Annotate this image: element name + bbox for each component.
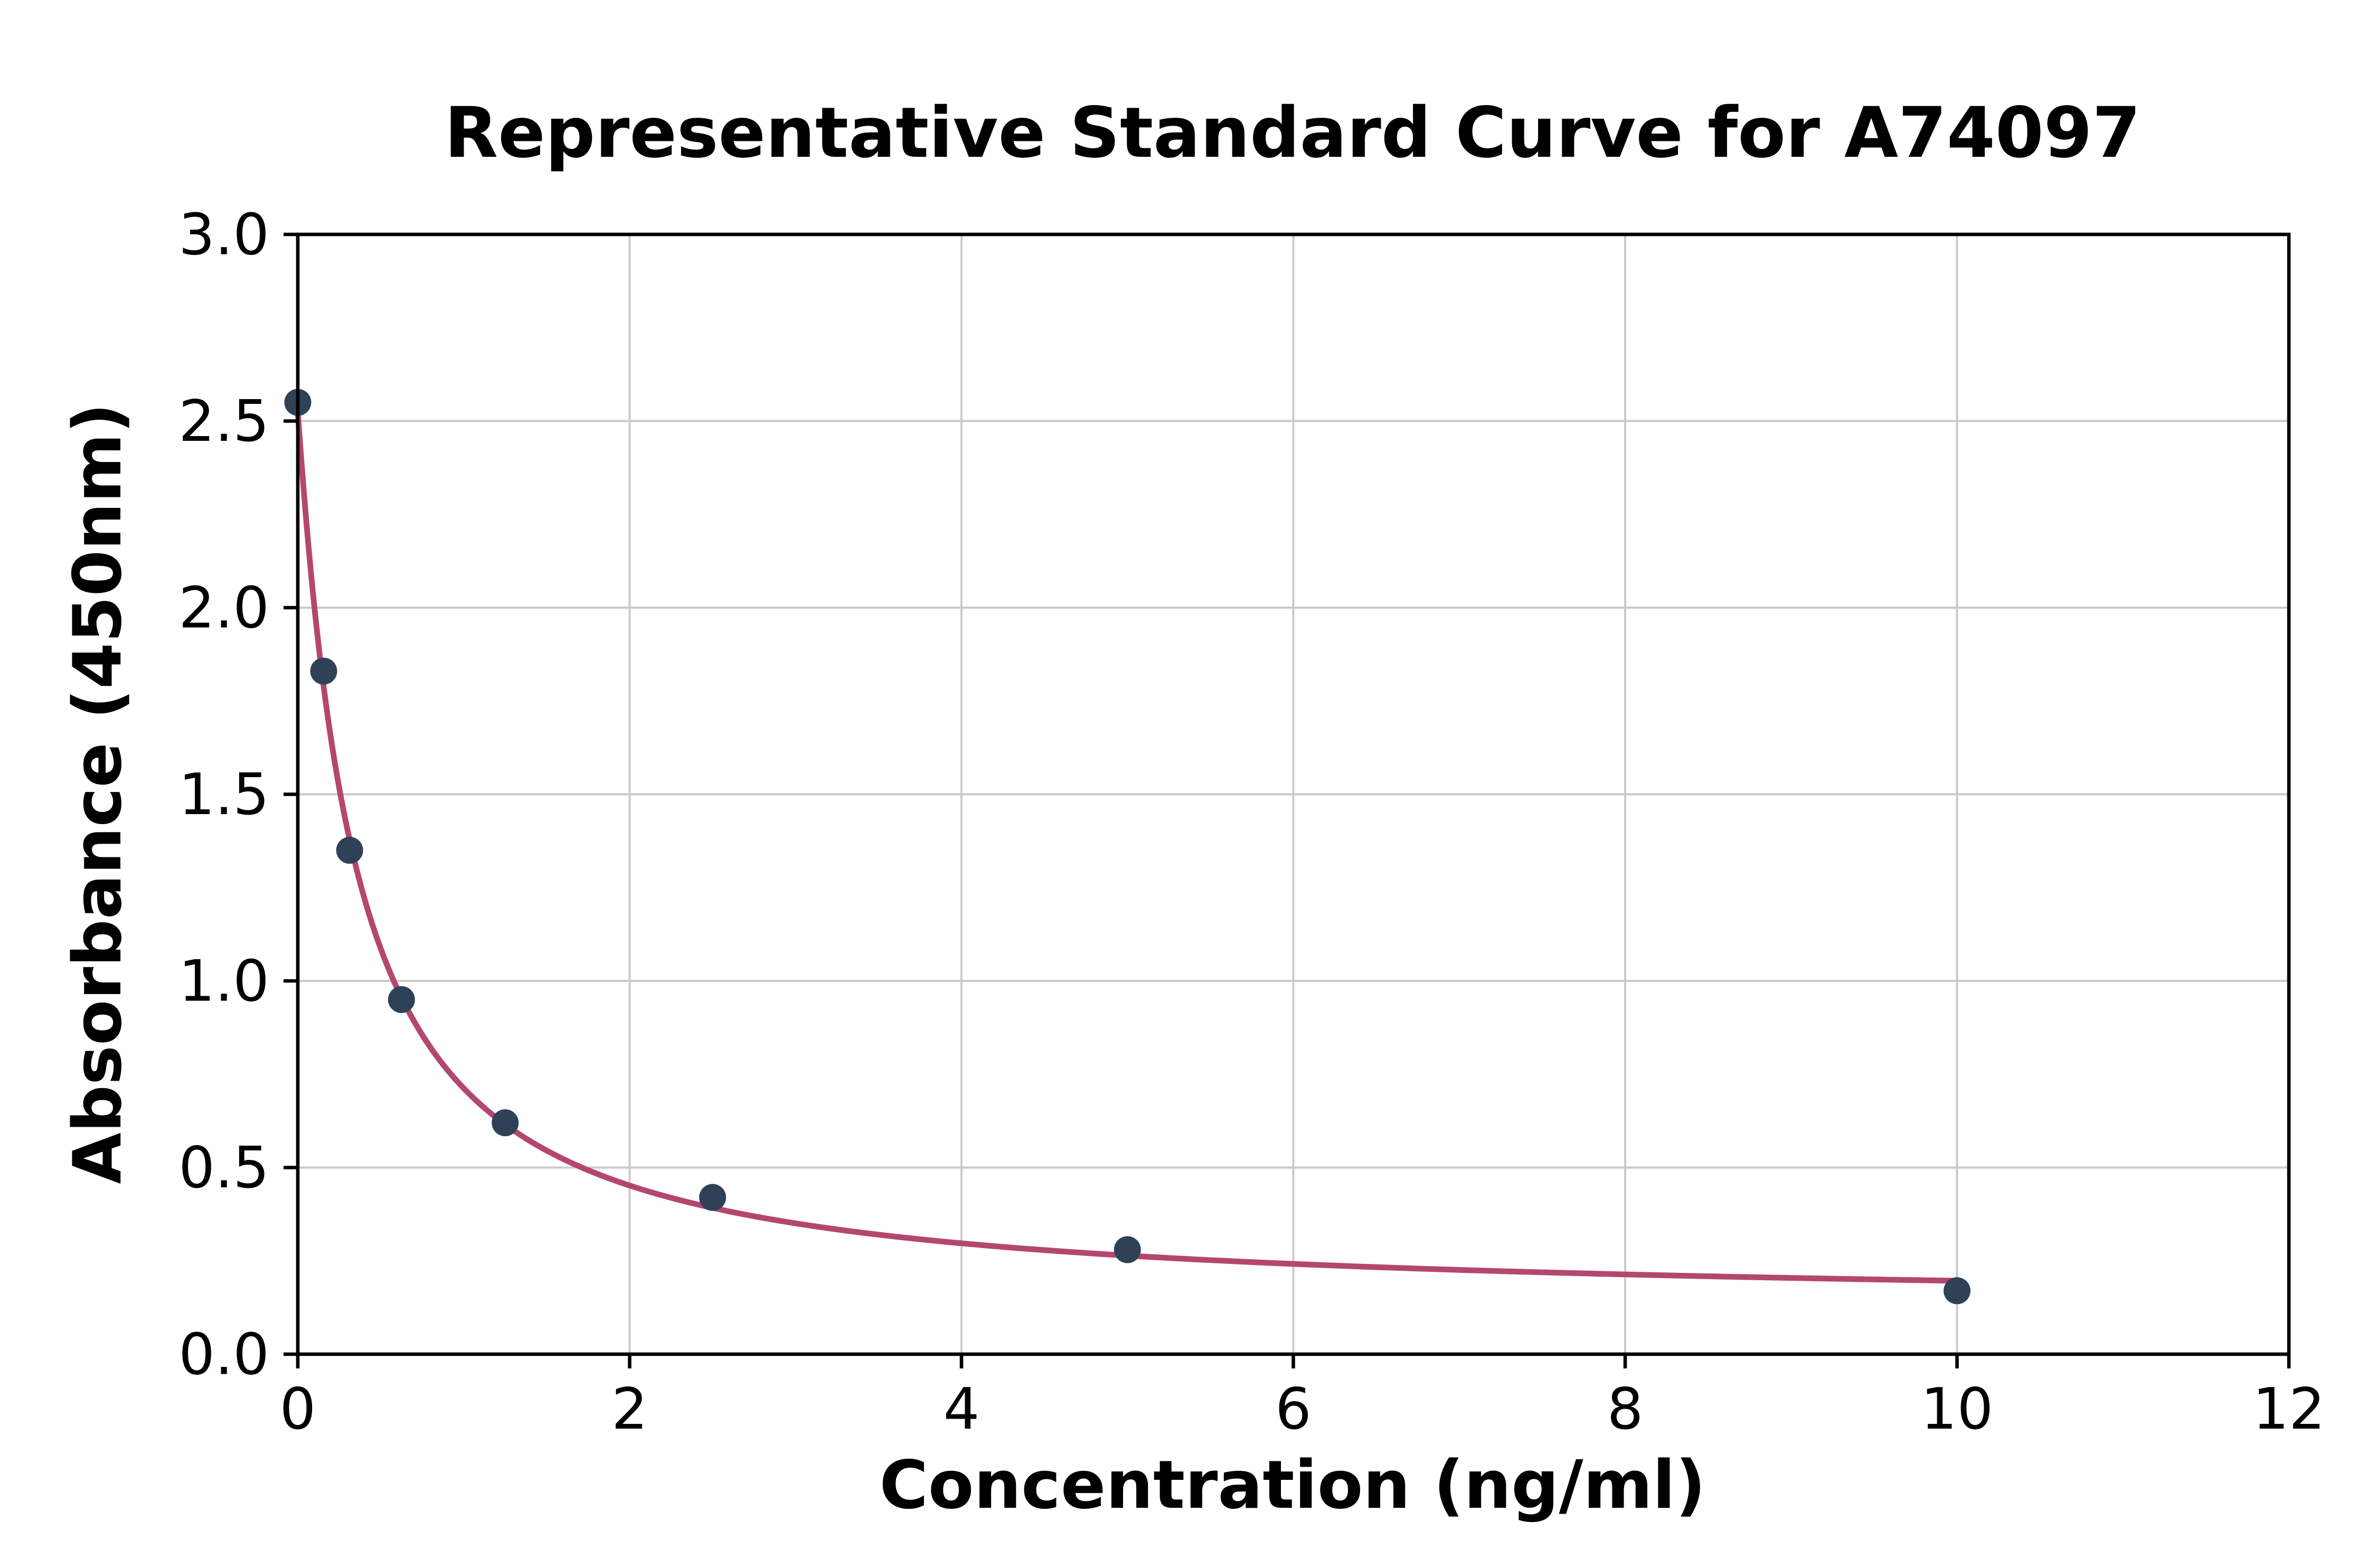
x-tick-label: 12 <box>2252 1376 2325 1442</box>
x-tick-label: 6 <box>1275 1376 1312 1442</box>
data-points <box>284 389 1970 1305</box>
y-tick-label: 0.5 <box>178 1135 269 1201</box>
gridlines <box>297 233 2290 1355</box>
y-tick-label: 3.0 <box>178 202 269 268</box>
x-axis-label: Concentration (ng/ml) <box>879 1446 1705 1524</box>
axis-ticks <box>284 232 2291 1368</box>
x-tick-label: 8 <box>1607 1376 1644 1442</box>
fit-curve <box>295 410 1960 1284</box>
y-axis-label: Absorbance (450nm) <box>59 403 136 1184</box>
y-tick-label: 1.5 <box>178 762 269 828</box>
y-tick-label: 2.0 <box>178 575 269 641</box>
y-tick-label: 0.0 <box>178 1322 269 1388</box>
y-tick-label: 1.0 <box>178 949 269 1015</box>
y-tick-label: 2.5 <box>178 389 269 455</box>
x-tick-labels: 0 2 4 6 8 10 12 <box>280 1376 2325 1442</box>
y-tick-labels: 0.0 0.5 1.0 1.5 2.0 2.5 3.0 <box>178 202 269 1388</box>
x-tick-label: 4 <box>944 1376 980 1442</box>
x-tick-label: 10 <box>1921 1376 1993 1442</box>
x-tick-label: 2 <box>611 1376 648 1442</box>
chart-title: Representative Standard Curve for A74097 <box>445 92 2141 174</box>
x-tick-label: 0 <box>280 1376 316 1442</box>
